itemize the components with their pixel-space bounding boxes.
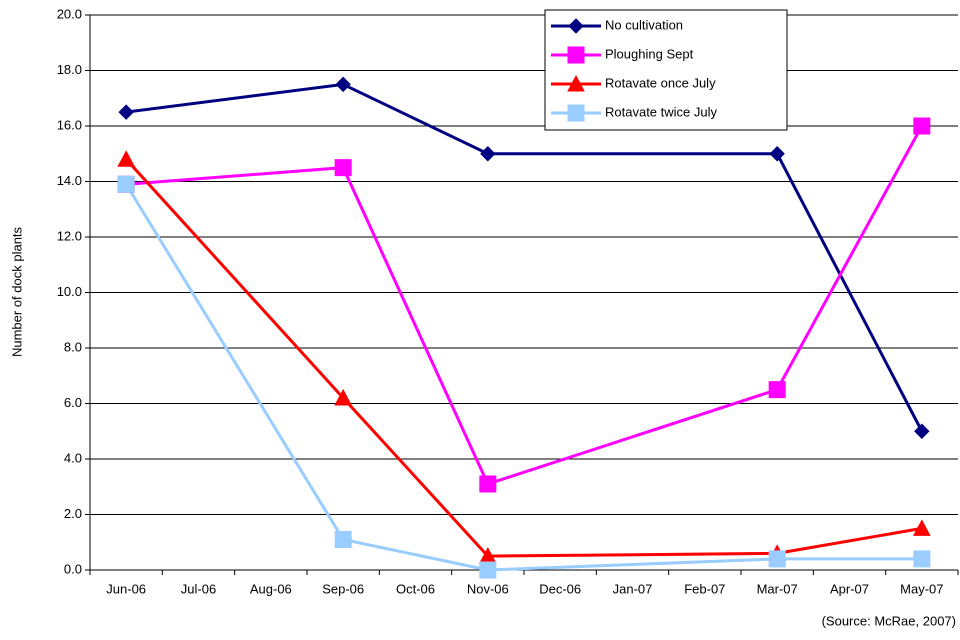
data-point bbox=[335, 76, 351, 93]
data-point bbox=[768, 550, 786, 568]
data-point bbox=[118, 104, 134, 120]
y-tick-label: 20.0 bbox=[57, 6, 82, 21]
x-tick-label: Jul-06 bbox=[181, 581, 216, 596]
data-point bbox=[117, 150, 136, 167]
y-tick-label: 4.0 bbox=[64, 450, 82, 465]
y-tick-label: 6.0 bbox=[64, 395, 82, 410]
legend-marker bbox=[568, 18, 584, 34]
y-tick-label: 10.0 bbox=[57, 284, 82, 299]
series-line bbox=[125, 158, 923, 558]
data-point bbox=[334, 388, 352, 406]
x-tick-label: Oct-06 bbox=[396, 581, 435, 596]
y-tick-label: 2.0 bbox=[64, 506, 82, 521]
legend-label: Rotavate twice July bbox=[605, 104, 717, 119]
data-point bbox=[117, 175, 135, 193]
data-point bbox=[479, 475, 497, 493]
legend-marker bbox=[567, 104, 585, 122]
data-point bbox=[913, 550, 931, 568]
data-point bbox=[913, 117, 931, 135]
y-tick-label: 14.0 bbox=[57, 173, 82, 188]
data-point bbox=[768, 381, 786, 399]
x-tick-label: May-07 bbox=[900, 581, 943, 596]
x-tick-label: Sep-06 bbox=[322, 581, 364, 596]
x-tick-label: Apr-07 bbox=[830, 581, 869, 596]
x-tick-label: Aug-06 bbox=[250, 581, 292, 596]
legend-label: No cultivation bbox=[605, 17, 683, 32]
y-axis-label: Number of dock plants bbox=[9, 226, 24, 357]
data-point bbox=[334, 159, 352, 177]
legend-box bbox=[544, 9, 788, 131]
y-tick-label: 18.0 bbox=[57, 62, 82, 77]
series-line bbox=[126, 125, 924, 486]
x-tick-label: Mar-07 bbox=[757, 581, 798, 596]
x-tick-label: Feb-07 bbox=[684, 581, 725, 596]
x-tick-label: Dec-06 bbox=[539, 581, 581, 596]
x-tick-label: Nov-06 bbox=[467, 581, 509, 596]
legend-label: Rotavate once July bbox=[605, 75, 716, 90]
y-tick-label: 0.0 bbox=[64, 561, 82, 576]
data-point bbox=[914, 423, 930, 439]
legend-label: Ploughing Sept bbox=[605, 46, 694, 61]
data-point bbox=[479, 561, 497, 579]
legend-marker bbox=[567, 74, 585, 92]
data-point bbox=[334, 530, 352, 548]
legend-marker bbox=[567, 46, 585, 64]
data-point bbox=[480, 146, 496, 162]
y-tick-label: 12.0 bbox=[57, 228, 82, 243]
series-line bbox=[124, 183, 922, 572]
x-tick-label: Jan-07 bbox=[613, 581, 653, 596]
data-point bbox=[769, 146, 785, 162]
y-tick-label: 16.0 bbox=[57, 117, 82, 132]
x-tick-label: Jun-06 bbox=[106, 581, 146, 596]
source-note: (Source: McRae, 2007) bbox=[822, 613, 956, 628]
legend: No cultivation Ploughing Sept Rotavate onc… bbox=[544, 9, 788, 131]
y-tick-label: 8.0 bbox=[64, 339, 82, 354]
data-point bbox=[912, 519, 931, 536]
